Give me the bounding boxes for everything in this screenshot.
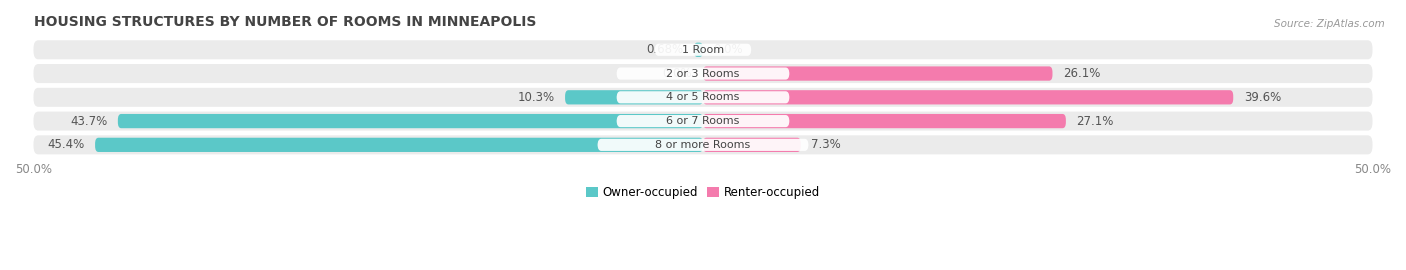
FancyBboxPatch shape (695, 43, 703, 57)
Text: Source: ZipAtlas.com: Source: ZipAtlas.com (1274, 19, 1385, 29)
Text: 2 or 3 Rooms: 2 or 3 Rooms (666, 69, 740, 79)
Text: 39.6%: 39.6% (1244, 91, 1281, 104)
FancyBboxPatch shape (703, 90, 1233, 104)
Text: 0.0%: 0.0% (662, 67, 692, 80)
Text: 4 or 5 Rooms: 4 or 5 Rooms (666, 92, 740, 102)
Text: HOUSING STRUCTURES BY NUMBER OF ROOMS IN MINNEAPOLIS: HOUSING STRUCTURES BY NUMBER OF ROOMS IN… (34, 15, 536, 29)
FancyBboxPatch shape (617, 91, 789, 103)
FancyBboxPatch shape (703, 114, 1066, 128)
Text: 0.0%: 0.0% (714, 43, 744, 56)
FancyBboxPatch shape (34, 112, 1372, 131)
Text: 26.1%: 26.1% (1063, 67, 1101, 80)
FancyBboxPatch shape (655, 44, 751, 56)
FancyBboxPatch shape (118, 114, 703, 128)
FancyBboxPatch shape (617, 68, 789, 80)
Text: 10.3%: 10.3% (517, 91, 554, 104)
FancyBboxPatch shape (34, 64, 1372, 83)
FancyBboxPatch shape (617, 115, 789, 127)
FancyBboxPatch shape (703, 138, 801, 152)
Text: 0.68%: 0.68% (647, 43, 683, 56)
FancyBboxPatch shape (565, 90, 703, 104)
Text: 45.4%: 45.4% (48, 138, 84, 151)
FancyBboxPatch shape (96, 138, 703, 152)
FancyBboxPatch shape (34, 88, 1372, 107)
Text: 6 or 7 Rooms: 6 or 7 Rooms (666, 116, 740, 126)
FancyBboxPatch shape (34, 135, 1372, 154)
Text: 8 or more Rooms: 8 or more Rooms (655, 140, 751, 150)
Text: 7.3%: 7.3% (811, 138, 841, 151)
Text: 27.1%: 27.1% (1077, 114, 1114, 128)
Text: 1 Room: 1 Room (682, 45, 724, 55)
FancyBboxPatch shape (598, 139, 808, 151)
FancyBboxPatch shape (34, 40, 1372, 59)
Text: 43.7%: 43.7% (70, 114, 107, 128)
Legend: Owner-occupied, Renter-occupied: Owner-occupied, Renter-occupied (582, 182, 824, 202)
FancyBboxPatch shape (703, 66, 1053, 81)
